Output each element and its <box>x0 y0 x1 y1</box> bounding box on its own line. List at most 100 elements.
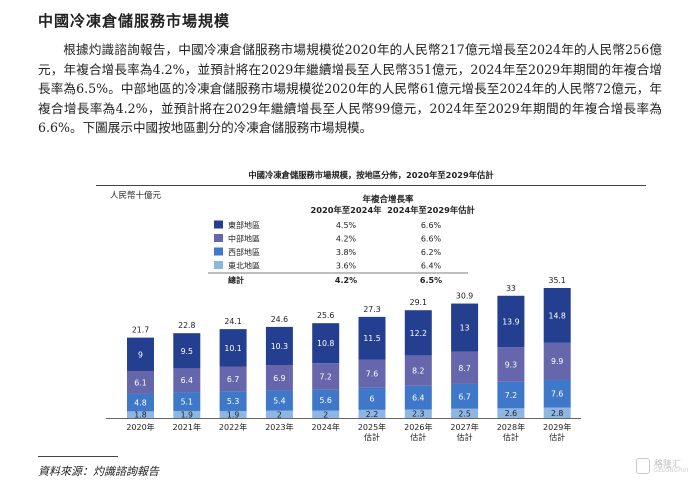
bar-value-label-1-5: 6 <box>370 395 375 404</box>
cagr-value-1-b: 6.6% <box>421 235 442 244</box>
bar-segment-1-8 <box>497 381 525 409</box>
bar-segment-2-2 <box>219 366 247 392</box>
x-tick-label-4-0: 2024年 <box>312 422 340 432</box>
cagr-value-3-b: 6.4% <box>421 262 442 271</box>
x-tick-label-5-1: 估計 <box>364 432 380 442</box>
bar-value-label-1-6: 6.4 <box>412 394 424 403</box>
bar-segment-1-3 <box>265 390 293 411</box>
bar-segment-0-6 <box>404 409 432 418</box>
cagr-table-title: 年複合增長率 <box>362 194 414 205</box>
bar-value-label-2-3: 6.9 <box>273 374 285 383</box>
x-tick-label-8-0: 2028年 <box>497 422 525 432</box>
bar-value-label-0-5: 2.2 <box>366 410 378 419</box>
bar-value-label-2-6: 8.2 <box>412 367 424 376</box>
bar-segment-3-9 <box>543 288 571 343</box>
legend-label-0: 東部地區 <box>228 220 260 230</box>
bar-value-label-2-1: 6.4 <box>181 376 193 385</box>
bar-segment-0-5 <box>358 409 386 418</box>
bar-value-label-0-0: 1.8 <box>134 411 146 420</box>
bar-segment-0-2 <box>219 410 247 418</box>
bar-segment-1-6 <box>404 385 432 410</box>
cagr-total-label: 總計 <box>228 275 244 285</box>
bar-total-label-0: 21.7 <box>132 326 149 335</box>
bar-total-label-3: 24.6 <box>271 315 288 324</box>
cagr-total-b: 6.5% <box>420 276 442 285</box>
bar-segment-1-1 <box>173 392 201 411</box>
bar-segment-2-1 <box>173 368 201 393</box>
x-tick-label-0-0: 2020年 <box>126 422 154 432</box>
bar-value-label-0-4: 2 <box>323 410 328 419</box>
unit-label: 人民幣十億元 <box>110 190 162 201</box>
bar-value-label-2-9: 9.9 <box>551 357 563 366</box>
x-tick-label-9-1: 估計 <box>549 432 565 442</box>
bar-segment-2-8 <box>497 347 525 382</box>
bar-segment-3-3 <box>265 326 293 366</box>
body-paragraph: 根據灼識諮詢報告，中國冷凍倉儲服務市場規模從2020年的人民幣217億元增長至2… <box>38 40 662 138</box>
watermark-text: 格隆汇 <box>654 460 682 470</box>
cagr-value-3-a: 3.6% <box>336 262 357 271</box>
x-tick-label-7-1: 估計 <box>457 432 473 442</box>
bar-total-label-8: 33 <box>506 284 516 293</box>
bar-value-label-1-4: 5.6 <box>319 396 331 405</box>
x-tick-label-7-0: 2027年 <box>450 422 478 432</box>
bar-segment-1-7 <box>451 383 479 409</box>
bar-value-label-2-7: 8.7 <box>458 364 470 373</box>
bar-segment-0-3 <box>265 410 293 418</box>
bar-segment-0-1 <box>173 410 201 418</box>
x-tick-label-6-0: 2026年 <box>404 422 432 432</box>
bar-segment-2-6 <box>404 355 432 386</box>
bar-value-label-1-8: 7.2 <box>505 391 517 400</box>
bar-segment-3-1 <box>173 333 201 369</box>
bar-value-label-1-0: 4.8 <box>134 398 146 407</box>
watermark-subtext: GELONGHUI <box>654 468 689 474</box>
legend-label-2: 西部地區 <box>228 247 260 257</box>
bar-segment-1-2 <box>219 391 247 411</box>
bar-segment-3-5 <box>358 316 386 360</box>
bar-value-label-2-4: 7.2 <box>319 373 331 382</box>
bar-value-label-3-7: 13 <box>460 324 470 333</box>
bar-value-label-1-9: 7.6 <box>551 390 563 399</box>
bar-value-label-1-1: 5.1 <box>181 398 193 407</box>
legend-swatch-0 <box>214 220 223 229</box>
bar-value-label-0-7: 2.5 <box>458 409 470 418</box>
cagr-value-0-a: 4.5% <box>336 221 357 230</box>
bar-segment-0-0 <box>127 411 154 418</box>
chart-frame: 中國冷凍倉儲服務市場規模，按地區分佈，2020年至2029年估計 人民幣十億元 年… <box>96 163 646 446</box>
bar-value-label-3-9: 14.8 <box>549 311 566 320</box>
bar-value-label-0-3: 2 <box>277 410 282 419</box>
bar-value-label-1-7: 6.7 <box>458 392 470 401</box>
source-rule <box>38 456 118 457</box>
bar-segment-2-9 <box>543 342 571 380</box>
watermark-logo-icon <box>636 458 650 474</box>
bar-value-label-0-6: 2.3 <box>412 410 424 419</box>
x-tick-label-9-0: 2029年 <box>543 422 571 432</box>
cagr-value-0-b: 6.6% <box>421 221 442 230</box>
bar-value-label-3-2: 10.1 <box>224 344 241 353</box>
bar-total-label-5: 27.3 <box>363 305 380 314</box>
bar-total-label-2: 24.1 <box>224 317 241 326</box>
x-tick-label-8-1: 估計 <box>503 432 519 442</box>
bar-value-label-3-4: 10.8 <box>317 339 334 348</box>
bar-segment-0-4 <box>312 410 340 418</box>
bar-segment-2-5 <box>358 359 386 388</box>
legend-swatch-3 <box>214 261 223 269</box>
cagr-header-1: 2020年至2024年 <box>310 205 382 215</box>
bar-segment-3-7 <box>451 303 479 352</box>
bar-segment-2-4 <box>312 363 340 390</box>
bar-value-label-2-2: 6.7 <box>227 375 239 384</box>
source-note: 資料來源：灼識諮詢報告 <box>38 465 159 478</box>
bar-value-label-0-2: 1.9 <box>227 410 239 419</box>
watermark: 格隆汇 GELONGHUI <box>636 455 688 477</box>
cagr-total-a: 4.2% <box>335 276 357 285</box>
bar-segment-1-4 <box>312 389 340 411</box>
bar-total-label-4: 25.6 <box>317 311 334 320</box>
bar-total-label-1: 22.8 <box>178 321 195 330</box>
cagr-header-2: 2024年至2029年估計 <box>387 205 475 215</box>
bar-segment-1-5 <box>358 387 386 410</box>
bar-total-label-9: 35.1 <box>549 276 566 285</box>
bar-segment-3-0 <box>127 337 154 371</box>
x-tick-label-1-0: 2021年 <box>173 422 201 432</box>
bar-value-label-3-0: 9 <box>138 350 143 359</box>
bar-segment-2-7 <box>451 351 479 384</box>
